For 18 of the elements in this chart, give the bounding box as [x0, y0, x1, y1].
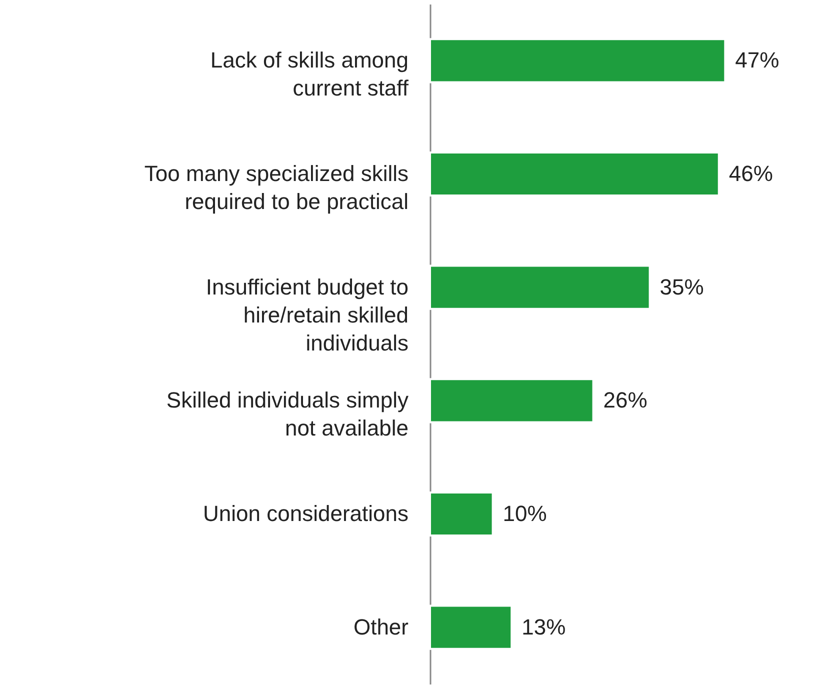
data-label: 35% [660, 274, 704, 300]
bar [429, 264, 651, 310]
bar [429, 604, 513, 650]
y-tick-label: Other [353, 614, 408, 640]
data-label: 26% [603, 388, 648, 413]
y-tick-label: Insufficient budget to hire/retain skilled individuals [206, 274, 408, 356]
bar [429, 491, 494, 537]
data-label: 46% [728, 161, 773, 186]
data-label: 47% [735, 48, 780, 73]
y-tick-label: Too many specialized skills required to be practical [144, 161, 408, 214]
bar [429, 378, 594, 424]
bar [429, 38, 726, 84]
data-label: 13% [522, 614, 566, 640]
y-tick-label: Union considerations [203, 501, 408, 526]
bar [429, 151, 720, 197]
y-tick-label: Skilled individuals simply not available [166, 388, 408, 441]
y-tick-label: Lack of skills among current staff [210, 48, 410, 101]
data-label: 10% [502, 501, 547, 526]
